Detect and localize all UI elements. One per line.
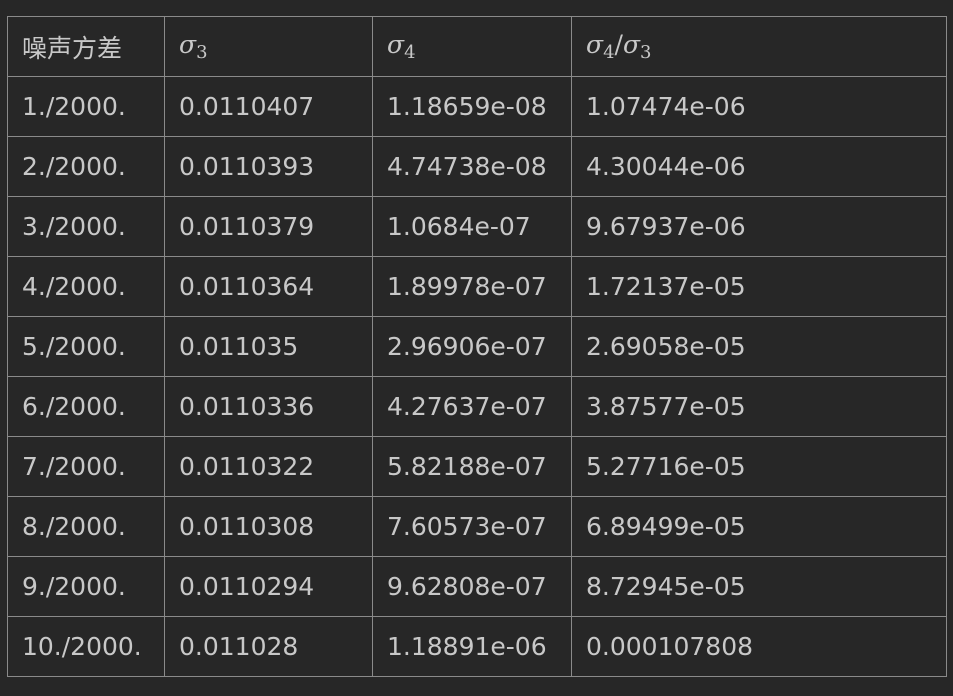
cell-sigma3: 0.0110393 xyxy=(164,136,373,197)
cell-sigma4: 9.62808e-07 xyxy=(372,556,572,617)
header-sigma3: σ3 xyxy=(164,16,373,77)
table-row: 7./2000. 0.0110322 5.82188e-07 5.27716e-05 xyxy=(7,436,947,497)
table-row: 6./2000. 0.0110336 4.27637e-07 3.87577e-05 xyxy=(7,376,947,437)
cell-sigma3: 0.011035 xyxy=(164,316,373,377)
header-ratio: σ4/σ3 xyxy=(571,16,947,77)
cell-ratio: 5.27716e-05 xyxy=(571,436,947,497)
cell-ratio: 9.67937e-06 xyxy=(571,196,947,257)
table-row: 9./2000. 0.0110294 9.62808e-07 8.72945e-05 xyxy=(7,556,947,617)
header-noise-variance: 噪声方差 xyxy=(7,16,165,77)
table-row: 8./2000. 0.0110308 7.60573e-07 6.89499e-05 xyxy=(7,496,947,557)
cell-sigma3: 0.0110407 xyxy=(164,76,373,137)
cell-ratio: 6.89499e-05 xyxy=(571,496,947,557)
table-row: 4./2000. 0.0110364 1.89978e-07 1.72137e-05 xyxy=(7,256,947,317)
cell-ratio: 8.72945e-05 xyxy=(571,556,947,617)
table-header: 噪声方差 σ3 σ4 σ4/σ3 xyxy=(7,16,947,77)
cell-ratio: 1.07474e-06 xyxy=(571,76,947,137)
cell-noise: 8./2000. xyxy=(7,496,165,557)
cell-noise: 9./2000. xyxy=(7,556,165,617)
cell-noise: 1./2000. xyxy=(7,76,165,137)
cell-noise: 10./2000. xyxy=(7,616,165,677)
cell-ratio: 3.87577e-05 xyxy=(571,376,947,437)
cell-noise: 5./2000. xyxy=(7,316,165,377)
cell-sigma3: 0.0110336 xyxy=(164,376,373,437)
table-body: 1./2000. 0.0110407 1.18659e-08 1.07474e-06 2… xyxy=(7,76,947,677)
cell-sigma3: 0.0110364 xyxy=(164,256,373,317)
table-row: 3./2000. 0.0110379 1.0684e-07 9.67937e-06 xyxy=(7,196,947,257)
results-table: 噪声方差 σ3 σ4 σ4/σ3 1./2000. 0.0110407 1.1865… xyxy=(7,16,947,677)
table-row: 10./2000. 0.011028 1.18891e-06 0.000107808 xyxy=(7,616,947,677)
cell-sigma3: 0.0110379 xyxy=(164,196,373,257)
table-row: 5./2000. 0.011035 2.96906e-07 2.69058e-05 xyxy=(7,316,947,377)
table-row: 1./2000. 0.0110407 1.18659e-08 1.07474e-06 xyxy=(7,76,947,137)
ratio-slash: / xyxy=(614,29,623,59)
cell-sigma3: 0.0110322 xyxy=(164,436,373,497)
cell-ratio: 1.72137e-05 xyxy=(571,256,947,317)
sigma4-symbol: σ xyxy=(387,29,405,59)
sigma3-symbol: σ xyxy=(179,29,197,59)
cell-noise: 3./2000. xyxy=(7,196,165,257)
ratio-numerator-subscript: 4 xyxy=(603,42,615,64)
table-row: 2./2000. 0.0110393 4.74738e-08 4.30044e-06 xyxy=(7,136,947,197)
cell-sigma3: 0.0110308 xyxy=(164,496,373,557)
cell-sigma4: 1.18891e-06 xyxy=(372,616,572,677)
header-row: 噪声方差 σ3 σ4 σ4/σ3 xyxy=(7,16,947,77)
sigma3-subscript: 3 xyxy=(196,42,208,64)
cell-noise: 4./2000. xyxy=(7,256,165,317)
ratio-denominator-subscript: 3 xyxy=(640,42,652,64)
cell-sigma4: 4.27637e-07 xyxy=(372,376,572,437)
cell-noise: 7./2000. xyxy=(7,436,165,497)
sigma4-subscript: 4 xyxy=(404,42,416,64)
cell-sigma3: 0.0110294 xyxy=(164,556,373,617)
cell-sigma4: 5.82188e-07 xyxy=(372,436,572,497)
cell-noise: 2./2000. xyxy=(7,136,165,197)
ratio-denominator-symbol: σ xyxy=(622,29,641,59)
cell-noise: 6./2000. xyxy=(7,376,165,437)
cell-ratio: 4.30044e-06 xyxy=(571,136,947,197)
cell-sigma3: 0.011028 xyxy=(164,616,373,677)
header-sigma4: σ4 xyxy=(372,16,572,77)
cell-ratio: 2.69058e-05 xyxy=(571,316,947,377)
cell-sigma4: 1.0684e-07 xyxy=(372,196,572,257)
ratio-numerator-symbol: σ xyxy=(586,29,604,59)
cell-sigma4: 2.96906e-07 xyxy=(372,316,572,377)
cell-sigma4: 1.89978e-07 xyxy=(372,256,572,317)
cell-sigma4: 7.60573e-07 xyxy=(372,496,572,557)
cell-sigma4: 1.18659e-08 xyxy=(372,76,572,137)
cell-sigma4: 4.74738e-08 xyxy=(372,136,572,197)
cell-ratio: 0.000107808 xyxy=(571,616,947,677)
